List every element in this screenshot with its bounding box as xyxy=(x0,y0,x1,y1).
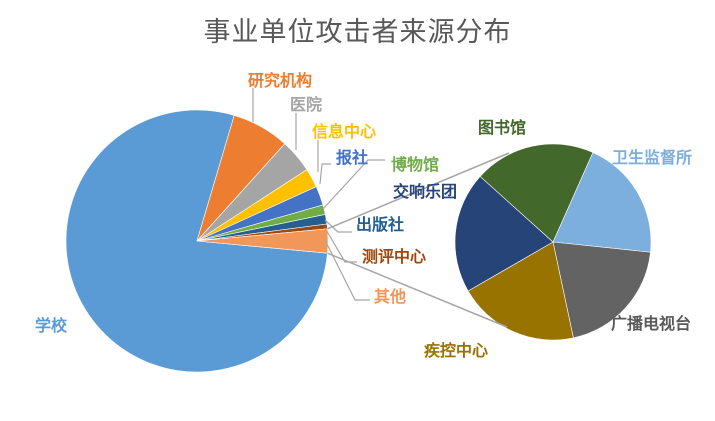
connector-line-top xyxy=(327,152,510,230)
data-label: 广播电视台 xyxy=(611,314,691,333)
slice-卫生监督所[interactable] xyxy=(552,152,652,253)
leader-line xyxy=(319,163,331,185)
data-label: 学校 xyxy=(35,316,68,335)
leader-line xyxy=(322,159,385,210)
slice-广播电视台[interactable] xyxy=(552,241,651,339)
slice-其他[interactable] xyxy=(196,228,329,254)
data-label: 图书馆 xyxy=(478,118,526,137)
data-label: 卫生监督所 xyxy=(612,148,692,167)
chart-title: 事业单位攻击者来源分布 xyxy=(203,17,512,48)
slice-图书馆[interactable] xyxy=(479,143,594,243)
data-label: 信息中心 xyxy=(312,122,376,141)
data-label: 其他 xyxy=(374,287,406,306)
connector-line-bottom xyxy=(327,252,508,328)
slice-交响乐团[interactable] xyxy=(454,176,554,292)
data-label: 出版社 xyxy=(356,215,404,234)
leader-line xyxy=(324,219,352,233)
leader-line xyxy=(324,239,370,301)
slice-疾控中心[interactable] xyxy=(467,241,574,341)
data-label: 交响乐团 xyxy=(393,182,457,201)
data-label: 测评中心 xyxy=(362,247,426,266)
slice-学校[interactable] xyxy=(65,109,328,373)
data-label: 博物馆 xyxy=(391,155,439,174)
data-label: 报社 xyxy=(336,148,368,167)
data-label: 医院 xyxy=(290,95,322,114)
leader-line xyxy=(324,227,357,263)
data-label: 研究机构 xyxy=(248,71,312,90)
data-label: 疾控中心 xyxy=(424,341,488,360)
